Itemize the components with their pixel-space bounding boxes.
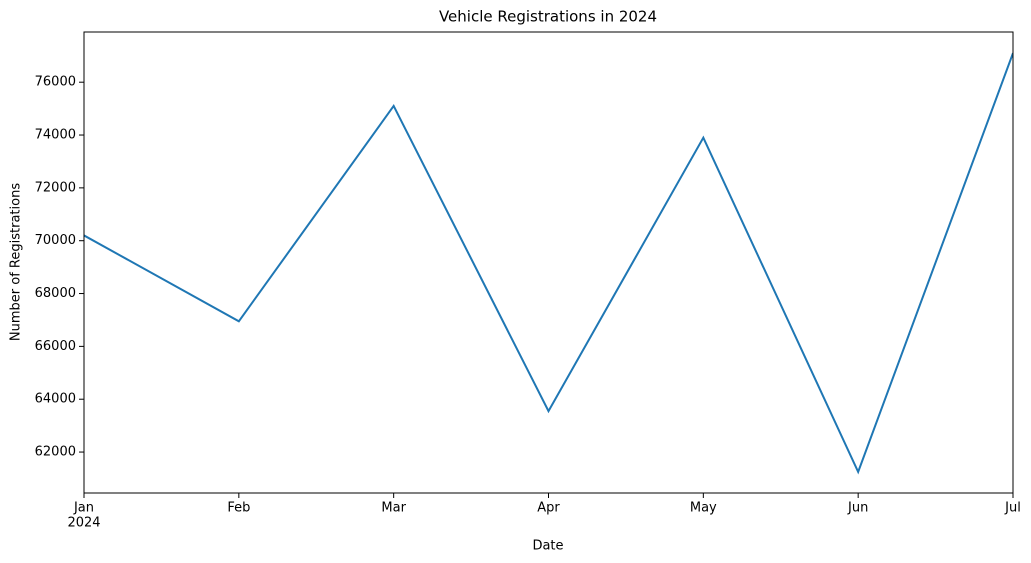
y-tick-label: 76000 — [35, 75, 76, 90]
y-tick-label: 68000 — [35, 286, 76, 301]
y-tick-label: 70000 — [35, 233, 76, 248]
x-tick-label: May — [690, 501, 717, 516]
x-tick-label: Apr — [537, 501, 560, 516]
x-year-label: 2024 — [67, 516, 100, 531]
x-tick-label: Jan — [73, 501, 94, 516]
chart-title: Vehicle Registrations in 2024 — [439, 8, 657, 26]
y-tick-label: 64000 — [35, 392, 76, 407]
y-tick-label: 66000 — [35, 339, 76, 354]
line-series — [84, 52, 1013, 475]
y-tick-label: 62000 — [35, 445, 76, 460]
plot-frame — [83, 31, 1014, 494]
x-tick-label: Feb — [227, 501, 250, 516]
y-tick-label: 72000 — [35, 180, 76, 195]
x-axis-label: Date — [532, 539, 563, 554]
x-tick-label: Mar — [381, 501, 406, 516]
y-tick-label: 74000 — [35, 128, 76, 143]
y-axis-label: Number of Registrations — [9, 183, 24, 341]
x-tick-label: Jun — [847, 501, 868, 516]
x-tick-label: Jul — [1004, 501, 1021, 516]
